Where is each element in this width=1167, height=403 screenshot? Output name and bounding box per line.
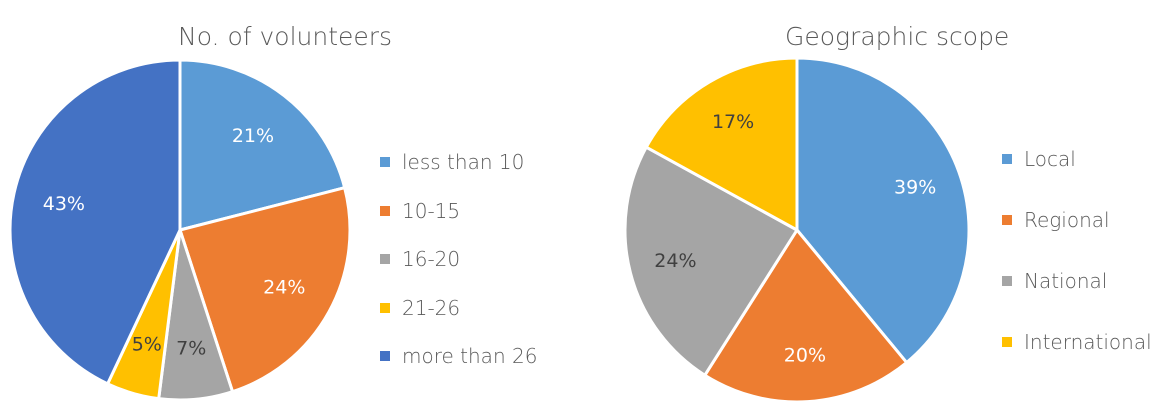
data-label: 24% (654, 250, 696, 272)
legend-item: 21-26 (380, 284, 537, 333)
legend-label: 10-15 (402, 198, 461, 223)
volunteers-chart: No. of volunteers 21% 24% 7% 5% 43% less tha… (0, 0, 580, 403)
legend-item: less than 10 (380, 138, 537, 187)
legend-label: National (1024, 268, 1108, 293)
legend-label: Local (1024, 146, 1076, 171)
pie-plot: 39% 20% 24% 17% (623, 56, 971, 403)
pie-slice-10-15 (178, 186, 352, 394)
legend-swatch (380, 157, 390, 168)
legend-swatch (1002, 275, 1012, 286)
legend-swatch (1002, 336, 1012, 347)
legend-swatch (1002, 214, 1012, 225)
legend-label: more than 26 (402, 344, 538, 369)
pie-slice-international (644, 56, 799, 232)
pie-plot: 21% 24% 7% 5% 43% (8, 58, 352, 402)
chart-title: Geographic scope (785, 22, 1010, 51)
pie-slice-local (795, 56, 971, 365)
data-label: 21% (232, 125, 274, 147)
legend-item: more than 26 (380, 332, 537, 381)
legend-item: 16-20 (380, 235, 537, 284)
pie-slice-national (623, 145, 799, 377)
data-label: 17% (712, 111, 754, 133)
legend-item: Regional (1002, 189, 1152, 250)
legend-swatch (380, 351, 390, 362)
pie-slice-less-than-10 (178, 58, 347, 232)
legend-item: 10-15 (380, 187, 537, 236)
pie-slice-more-than-26 (8, 58, 182, 386)
data-label: 7% (176, 337, 206, 359)
legend: Local Regional National International (1002, 128, 1152, 372)
data-label: 24% (263, 276, 305, 298)
legend-swatch (380, 205, 390, 216)
legend-label: less than 10 (402, 150, 525, 175)
geographic-scope-chart: Geographic scope 39% 20% 24% 17% Local Regio… (590, 0, 1167, 403)
data-label: 5% (132, 333, 162, 355)
legend-swatch (1002, 153, 1012, 164)
legend-label: 16-20 (402, 247, 461, 272)
data-label: 39% (894, 176, 936, 198)
legend-label: Regional (1024, 207, 1110, 232)
legend-label: 21-26 (402, 295, 461, 320)
legend-item: Local (1002, 128, 1152, 189)
pie-slice-regional (703, 228, 909, 403)
legend-item: National (1002, 250, 1152, 311)
legend: less than 10 10-15 16-20 21-26 more than 26 (380, 138, 537, 381)
data-label: 20% (784, 344, 826, 366)
legend-swatch (380, 302, 390, 313)
chart-title: No. of volunteers (178, 22, 393, 51)
legend-item: International (1002, 311, 1152, 372)
legend-label: International (1024, 329, 1152, 354)
data-label: 43% (43, 193, 85, 215)
legend-swatch (380, 254, 390, 265)
